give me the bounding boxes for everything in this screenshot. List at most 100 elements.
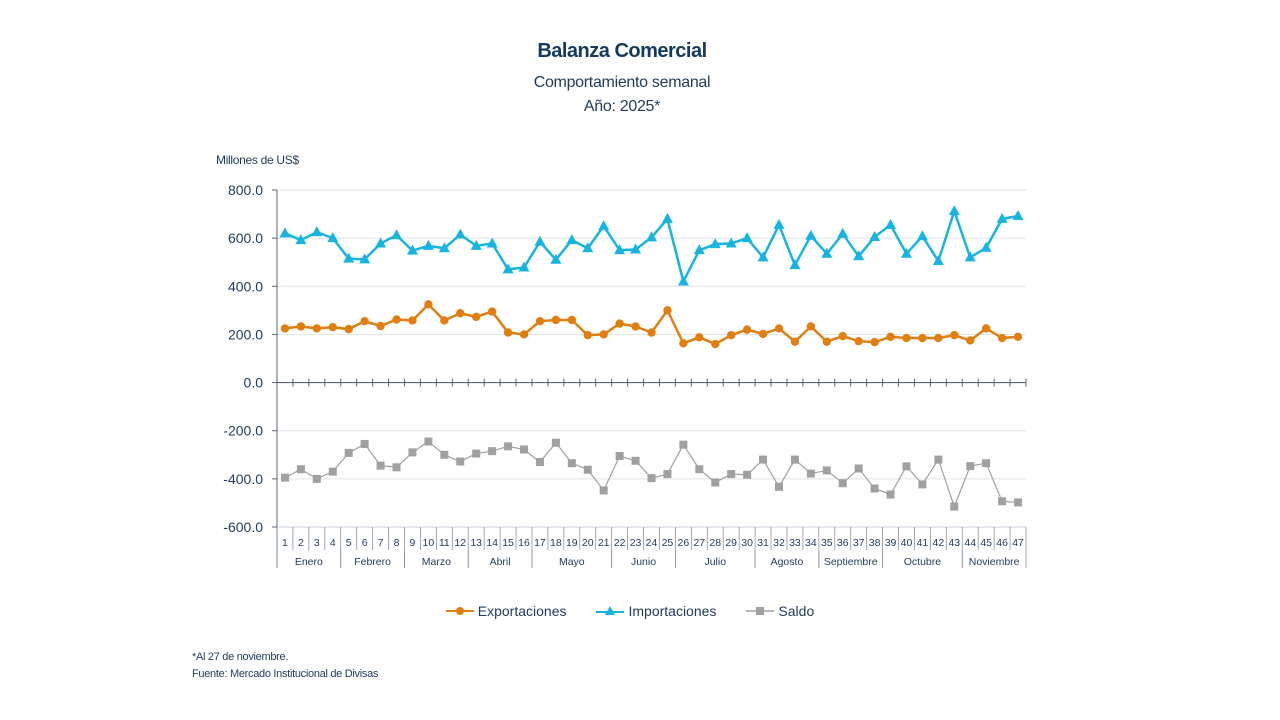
data-point-importaciones [900, 247, 912, 258]
x-tick-label: 24 [646, 537, 658, 549]
data-point-importaciones [311, 226, 323, 237]
data-point-saldo [774, 482, 783, 491]
data-point-importaciones [661, 212, 673, 223]
x-tick-label: 15 [502, 537, 514, 549]
data-point-exportaciones [806, 322, 816, 331]
data-point-saldo [392, 463, 401, 472]
data-point-saldo [647, 474, 656, 483]
x-tick-label: 27 [693, 537, 705, 549]
data-point-importaciones [502, 263, 514, 274]
data-point-importaciones [470, 239, 482, 250]
data-point-exportaciones [854, 336, 863, 346]
data-point-saldo [870, 484, 879, 493]
x-tick-label: 45 [980, 537, 992, 549]
data-point-saldo [759, 455, 768, 464]
data-point-exportaciones [726, 330, 736, 340]
data-point-importaciones [916, 230, 928, 241]
data-point-exportaciones [822, 337, 831, 346]
x-tick-label: 37 [853, 537, 865, 549]
data-point-exportaciones [472, 312, 481, 322]
x-tick-label: 39 [885, 537, 897, 549]
x-tick-label: 21 [598, 537, 610, 549]
x-tick-label: 26 [678, 537, 690, 549]
data-point-exportaciones [1013, 332, 1023, 342]
data-point-exportaciones [360, 316, 369, 326]
month-label: Noviembre [969, 556, 1020, 568]
y-tick-label: -400.0 [223, 471, 263, 487]
data-point-exportaciones [934, 333, 943, 343]
month-label: Septiembre [824, 556, 878, 568]
x-tick-label: 23 [630, 537, 642, 549]
series-line-importaciones [284, 209, 1019, 283]
y-tick-label: 400.0 [228, 278, 263, 294]
month-label: Febrero [354, 556, 391, 568]
x-tick-label: 41 [917, 537, 929, 549]
x-tick-label: 2 [298, 537, 304, 549]
data-point-importaciones [343, 252, 355, 263]
x-tick-label: 33 [789, 537, 801, 549]
data-point-saldo [504, 442, 513, 451]
x-tick-label: 29 [725, 537, 737, 549]
data-point-importaciones [486, 237, 498, 248]
series-line-saldo [284, 440, 1019, 508]
data-point-saldo [966, 462, 975, 471]
data-point-exportaciones [774, 324, 784, 333]
data-point-saldo [520, 445, 529, 454]
data-point-saldo [296, 465, 305, 474]
data-point-exportaciones [902, 333, 911, 343]
chart-plot: 800.0 600.0 400.0 200.0 0.0 -200.0 -400.0 -600.… [223, 182, 1027, 568]
x-tick-label: 19 [566, 537, 578, 549]
data-point-exportaciones [408, 316, 417, 325]
data-point-exportaciones [328, 323, 337, 332]
data-point-importaciones [693, 244, 705, 255]
x-tick-label: 43 [948, 537, 960, 549]
data-point-exportaciones [997, 333, 1007, 343]
data-point-exportaciones [950, 330, 959, 340]
data-point-saldo [615, 451, 624, 460]
y-tick-label: 200.0 [228, 326, 263, 342]
data-point-saldo [918, 480, 927, 489]
x-tick-label: 30 [741, 537, 753, 549]
data-point-exportaciones [567, 315, 577, 325]
data-point-saldo [806, 469, 815, 478]
data-point-importaciones [757, 251, 769, 262]
x-tick-label: 16 [518, 537, 530, 549]
data-point-exportaciones [838, 331, 847, 341]
data-point-importaciones [821, 247, 833, 258]
data-point-importaciones [837, 227, 849, 238]
data-point-saldo [583, 465, 592, 474]
data-point-importaciones [566, 234, 578, 245]
data-point-saldo [599, 486, 608, 495]
x-tick-label: 42 [933, 537, 945, 549]
x-tick-label: 8 [394, 537, 400, 549]
data-point-importaciones [422, 239, 434, 250]
data-point-importaciones [295, 234, 307, 245]
data-point-saldo [934, 455, 943, 464]
x-tick-label: 36 [837, 537, 849, 549]
data-point-saldo [280, 473, 289, 482]
legend-item-saldo: Saldo [746, 603, 814, 619]
data-point-saldo [535, 458, 544, 467]
x-tick-label: 34 [805, 537, 817, 549]
data-point-exportaciones [456, 309, 465, 318]
data-point-saldo [679, 440, 688, 449]
data-point-importaciones [725, 237, 737, 248]
data-point-saldo [440, 450, 449, 459]
data-point-exportaciones [312, 324, 322, 333]
data-point-exportaciones [440, 316, 449, 325]
data-point-saldo [424, 437, 433, 446]
x-tick-label: 25 [662, 537, 674, 549]
y-tick-label: 0.0 [244, 375, 264, 391]
data-point-importaciones [996, 212, 1008, 223]
data-point-saldo [822, 466, 831, 475]
x-tick-label: 46 [996, 537, 1008, 549]
data-point-saldo [328, 467, 337, 476]
data-point-saldo [902, 462, 911, 471]
x-tick-label: 44 [964, 537, 976, 549]
data-point-importaciones [885, 218, 897, 229]
data-point-saldo [727, 470, 736, 479]
legend-marker-triangle-icon [596, 606, 625, 615]
month-label: Marzo [422, 556, 451, 568]
legend-item-importaciones: Importaciones [596, 603, 716, 619]
data-point-exportaciones [663, 306, 672, 315]
